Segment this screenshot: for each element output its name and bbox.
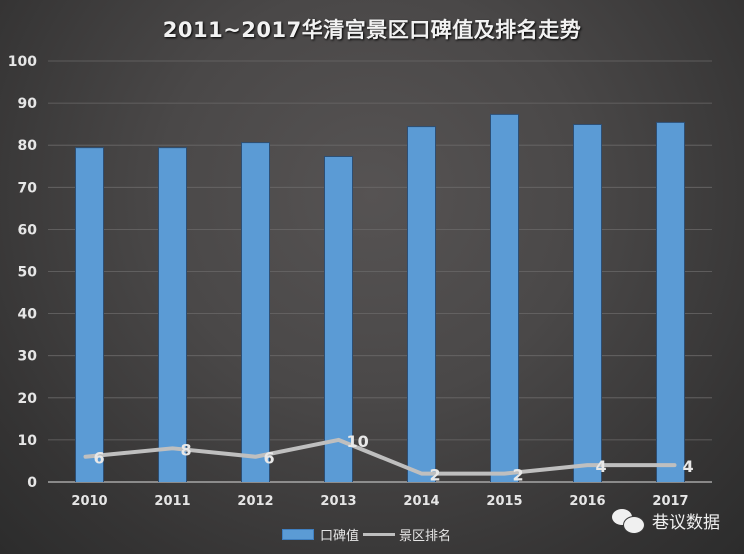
ranking-data-label: 4 [683,457,694,476]
y-tick-label: 30 [18,349,38,365]
x-tick-label: 2011 [154,494,190,509]
ranking-data-label: 4 [596,457,607,476]
chart-title: 2011~2017华清宫景区口碑值及排名走势 [162,18,582,42]
x-tick-label: 2016 [569,494,605,509]
y-tick-label: 20 [18,391,38,407]
y-tick-label: 90 [18,96,38,112]
y-tick-label: 40 [18,307,38,323]
legend-line-swatch [363,533,396,536]
ranking-data-label: 6 [264,449,275,468]
bar-2017 [657,122,684,483]
ranking-data-label: 10 [347,432,369,451]
y-tick-label: 70 [18,180,38,196]
x-tick-label: 2010 [71,494,107,509]
ranking-data-label: 6 [94,449,105,468]
bar-2015 [491,114,518,482]
watermark-text: 巷议数据 [652,513,720,533]
y-tick-label: 80 [18,138,38,154]
ranking-data-label: 2 [430,466,441,485]
bar-2016 [574,124,601,482]
ranking-data-label: 8 [181,440,192,459]
y-tick-label: 10 [18,433,38,449]
watermark: 巷议数据 [612,508,720,534]
bar-2010 [76,148,103,482]
y-tick-label: 0 [27,475,37,491]
y-tick-label: 60 [18,222,38,238]
y-tick-label: 100 [8,54,37,70]
x-tick-label: 2012 [237,494,273,509]
x-tick-label: 2013 [320,494,356,509]
ranking-line [83,437,677,476]
legend-bar-swatch [282,529,314,540]
bar-2012 [242,143,269,482]
chart-legend: 口碑值 景区排名 [282,525,451,544]
bar-2011 [159,148,186,482]
x-tick-label: 2017 [652,494,688,509]
legend-bar-label: 口碑值 [320,529,360,544]
bar-2014 [408,127,435,483]
bar-2013 [325,156,352,482]
legend-line-label: 景区排名 [399,529,452,544]
y-tick-label: 50 [18,265,38,281]
ranking-data-label: 2 [513,466,524,485]
x-tick-label: 2015 [486,494,522,509]
x-tick-label: 2014 [403,494,439,509]
wechat-icon [612,508,646,534]
